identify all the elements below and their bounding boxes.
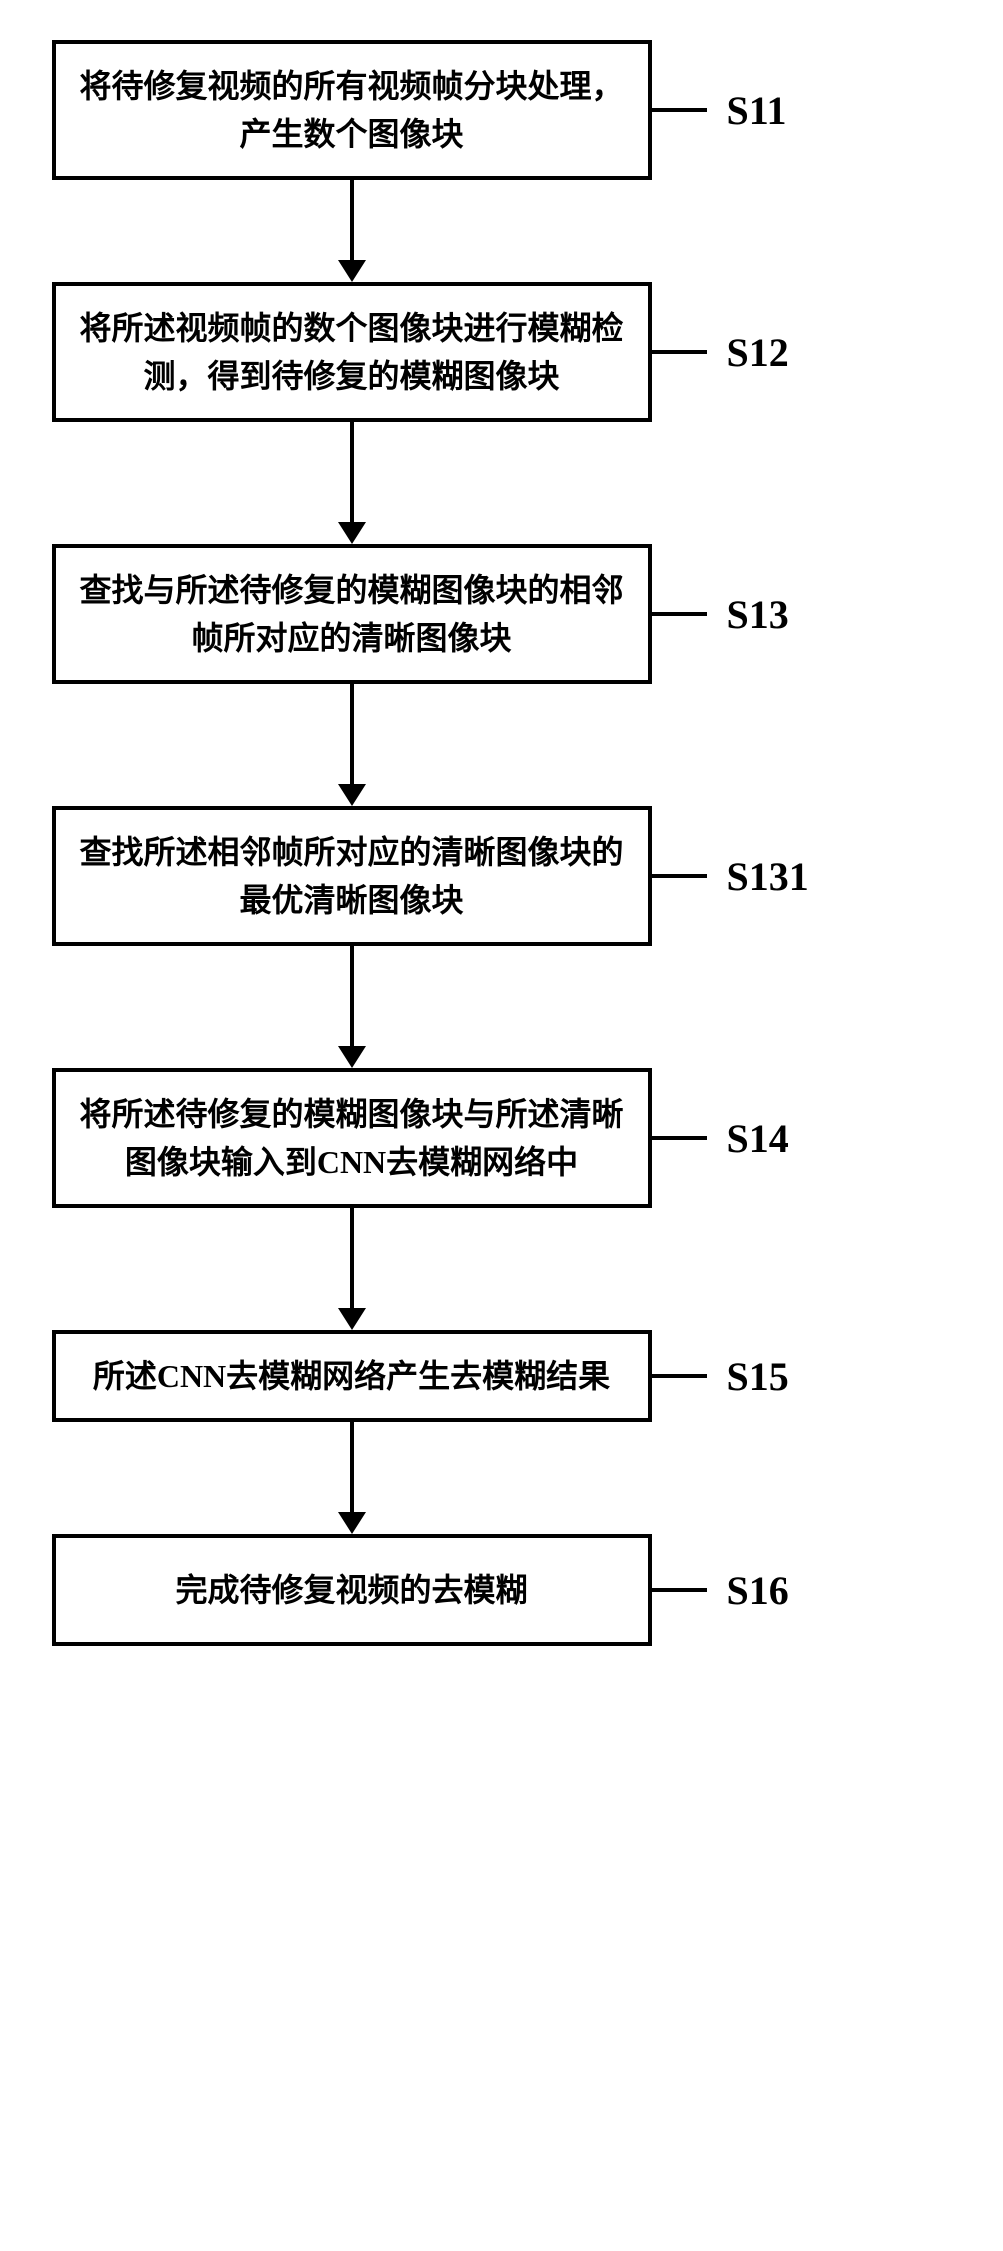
step-row-6: 所述CNN去模糊网络产生去模糊结果 S15 bbox=[52, 1330, 952, 1422]
tick-line bbox=[652, 108, 707, 112]
arrow-4 bbox=[52, 946, 652, 1068]
label-section-5: S14 bbox=[652, 1115, 952, 1162]
step-label-s11: S11 bbox=[727, 87, 787, 134]
step-box-s11: 将待修复视频的所有视频帧分块处理，产生数个图像块 bbox=[52, 40, 652, 180]
step-box-s16: 完成待修复视频的去模糊 bbox=[52, 1534, 652, 1646]
step-box-s131: 查找所述相邻帧所对应的清晰图像块的最优清晰图像块 bbox=[52, 806, 652, 946]
step-label-s131: S131 bbox=[727, 853, 809, 900]
step-row-7: 完成待修复视频的去模糊 S16 bbox=[52, 1534, 952, 1646]
tick-line bbox=[652, 1136, 707, 1140]
step-label-s14: S14 bbox=[727, 1115, 789, 1162]
step-row-5: 将所述待修复的模糊图像块与所述清晰图像块输入到CNN去模糊网络中 S14 bbox=[52, 1068, 952, 1208]
step-box-s12: 将所述视频帧的数个图像块进行模糊检测，得到待修复的模糊图像块 bbox=[52, 282, 652, 422]
step-row-4: 查找所述相邻帧所对应的清晰图像块的最优清晰图像块 S131 bbox=[52, 806, 952, 946]
step-label-s13: S13 bbox=[727, 591, 789, 638]
tick-line bbox=[652, 612, 707, 616]
step-box-s14: 将所述待修复的模糊图像块与所述清晰图像块输入到CNN去模糊网络中 bbox=[52, 1068, 652, 1208]
flowchart-container: 将待修复视频的所有视频帧分块处理，产生数个图像块 S11 将所述视频帧的数个图像… bbox=[52, 40, 952, 1646]
label-section-1: S11 bbox=[652, 87, 952, 134]
tick-line bbox=[652, 1374, 707, 1378]
step-label-s12: S12 bbox=[727, 329, 789, 376]
arrow-6 bbox=[52, 1422, 652, 1534]
tick-line bbox=[652, 350, 707, 354]
label-section-3: S13 bbox=[652, 591, 952, 638]
arrow-5 bbox=[52, 1208, 652, 1330]
arrow-3 bbox=[52, 684, 652, 806]
step-box-s15: 所述CNN去模糊网络产生去模糊结果 bbox=[52, 1330, 652, 1422]
step-row-2: 将所述视频帧的数个图像块进行模糊检测，得到待修复的模糊图像块 S12 bbox=[52, 282, 952, 422]
tick-line bbox=[652, 1588, 707, 1592]
arrow-2 bbox=[52, 422, 652, 544]
label-section-7: S16 bbox=[652, 1567, 952, 1614]
arrow-1 bbox=[52, 180, 652, 282]
step-label-s15: S15 bbox=[727, 1353, 789, 1400]
tick-line bbox=[652, 874, 707, 878]
step-row-1: 将待修复视频的所有视频帧分块处理，产生数个图像块 S11 bbox=[52, 40, 952, 180]
label-section-2: S12 bbox=[652, 329, 952, 376]
step-row-3: 查找与所述待修复的模糊图像块的相邻帧所对应的清晰图像块 S13 bbox=[52, 544, 952, 684]
label-section-6: S15 bbox=[652, 1353, 952, 1400]
step-label-s16: S16 bbox=[727, 1567, 789, 1614]
label-section-4: S131 bbox=[652, 853, 952, 900]
step-box-s13: 查找与所述待修复的模糊图像块的相邻帧所对应的清晰图像块 bbox=[52, 544, 652, 684]
